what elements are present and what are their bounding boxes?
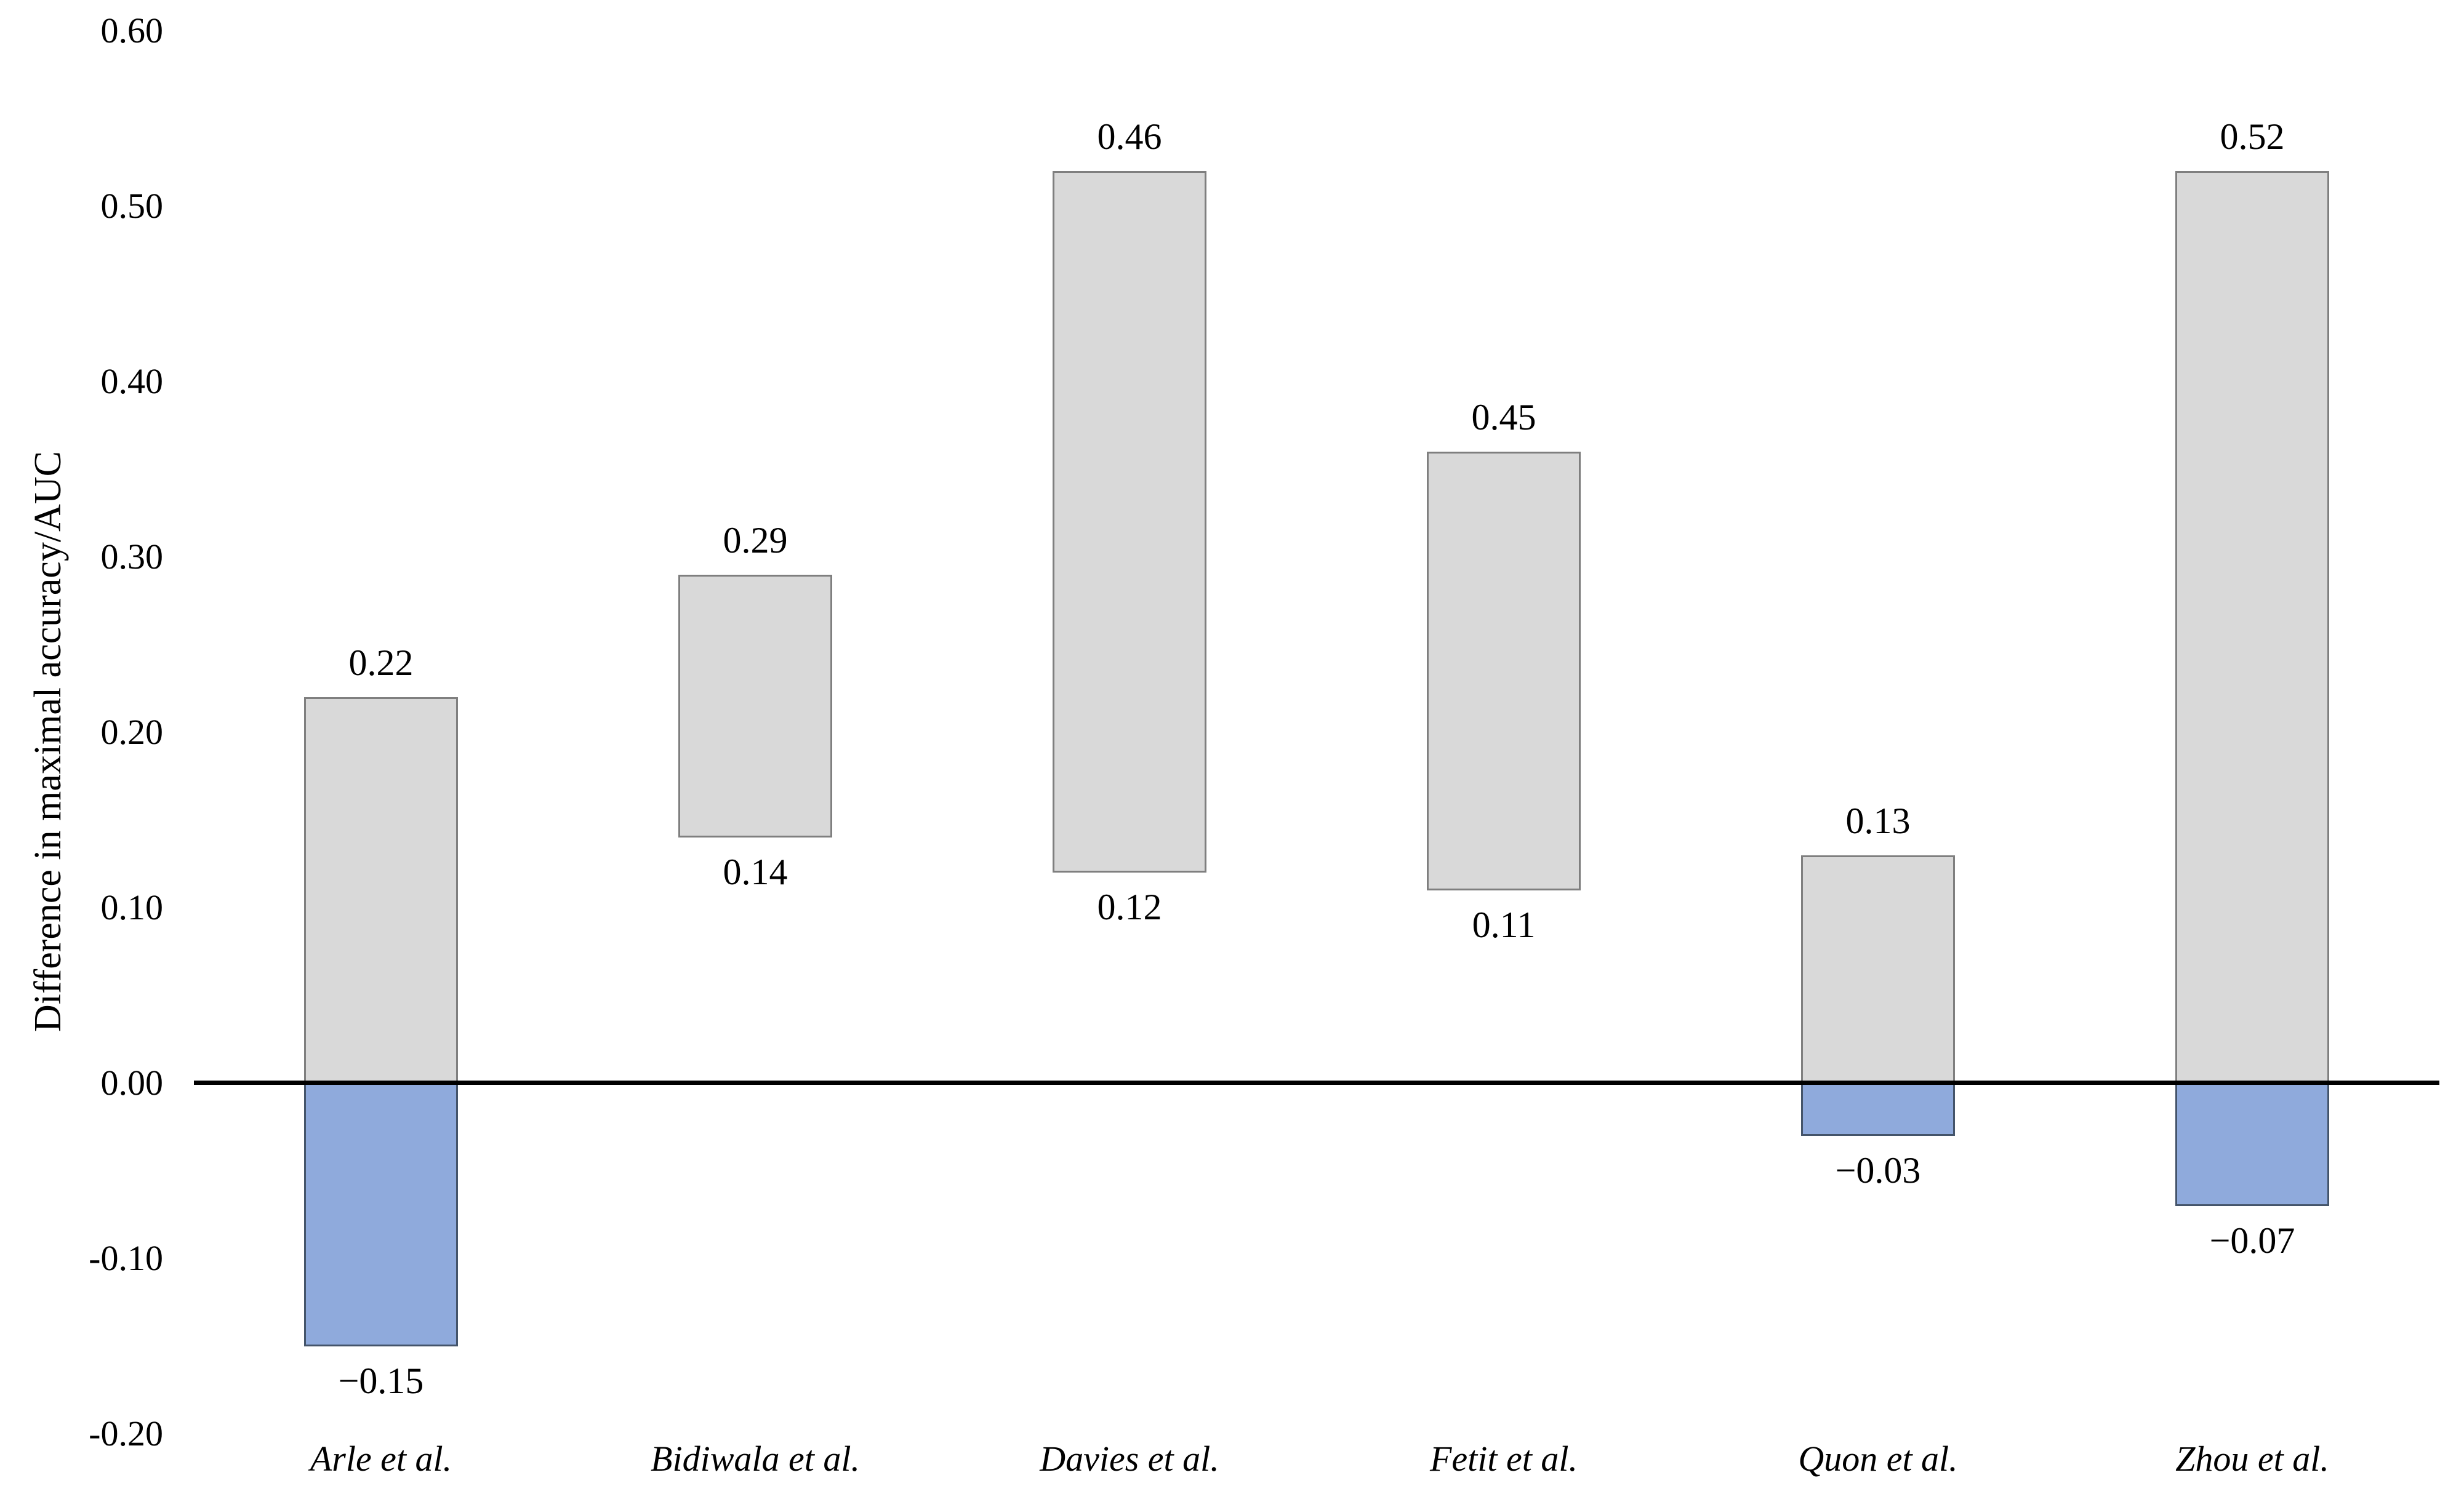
bar-positive-segment xyxy=(1801,855,1955,1083)
y-tick-label: 0.10 xyxy=(100,887,164,927)
bar-positive-segment xyxy=(304,697,458,1083)
category-label: Bidiwala et al. xyxy=(651,1439,860,1479)
y-tick-label: -0.20 xyxy=(89,1413,163,1453)
category-label: Fetit et al. xyxy=(1430,1439,1578,1479)
y-tick-label: 0.00 xyxy=(100,1063,164,1103)
zero-baseline xyxy=(194,1081,2439,1085)
y-tick-label: -0.10 xyxy=(89,1238,163,1278)
bar-min-label: 0.12 xyxy=(1097,887,1162,927)
y-tick-label: 0.20 xyxy=(100,712,164,752)
bar-max-label: 0.46 xyxy=(1097,116,1162,157)
bar-max-label: 0.52 xyxy=(2220,116,2285,157)
category-label: Davies et al. xyxy=(1040,1439,1219,1479)
bar-positive-segment xyxy=(1053,171,1206,873)
category-label: Arle et al. xyxy=(310,1439,452,1479)
y-tick-label: 0.40 xyxy=(100,361,164,401)
bar-negative-segment xyxy=(1801,1083,1955,1136)
bar-max-label: 0.13 xyxy=(1845,800,1911,841)
bar-max-label: 0.45 xyxy=(1471,397,1536,438)
bar-negative-segment xyxy=(2175,1083,2329,1206)
bar-min-label: −0.07 xyxy=(2209,1220,2295,1261)
bar-negative-segment xyxy=(304,1083,458,1346)
y-tick-label: 0.60 xyxy=(100,10,164,50)
bar-min-label: −0.15 xyxy=(338,1360,424,1401)
category-label: Zhou et al. xyxy=(2175,1439,2329,1479)
bar-max-label: 0.22 xyxy=(348,642,414,683)
category-label: Quon et al. xyxy=(1798,1439,1958,1479)
bar-min-label: 0.14 xyxy=(723,852,788,892)
bar-min-label: 0.11 xyxy=(1472,904,1536,945)
bar-max-label: 0.29 xyxy=(723,519,788,561)
bar-positive-segment xyxy=(1427,452,1581,890)
bar-positive-segment xyxy=(2175,171,2329,1083)
y-tick-label: 0.30 xyxy=(100,537,164,577)
bar-min-label: −0.03 xyxy=(1835,1149,1921,1191)
bar-positive-segment xyxy=(678,574,832,837)
y-tick-label: 0.50 xyxy=(100,186,164,226)
